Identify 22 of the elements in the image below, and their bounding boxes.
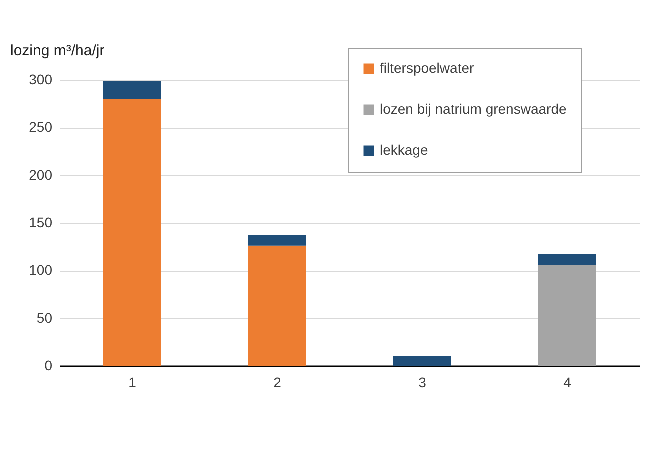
bar [538,254,596,265]
x-tick-label: 1 [128,374,137,390]
y-tick-label: 200 [29,166,53,183]
legend-label: lekkage [380,142,428,158]
y-axis-title: lozing m³/ha/jr [10,42,105,60]
bar [248,235,306,246]
bar [104,99,162,366]
bar [104,80,162,100]
y-tick-label: 50 [36,310,53,326]
legend-label: filterspoelwater [380,60,474,76]
y-tick-label: 0 [44,358,53,374]
y-tick-label: 250 [29,119,53,136]
bar [394,356,452,366]
y-tick-label: 100 [29,262,53,278]
x-tick-label: 3 [418,374,427,390]
legend-label: lozen bij natrium grenswaarde [380,101,567,117]
x-tick-label: 2 [274,374,282,390]
y-tick-label: 150 [29,214,53,230]
bar [248,246,306,366]
x-tick-label: 4 [564,374,572,390]
y-tick-label: 300 [29,72,53,88]
bar [538,264,596,366]
